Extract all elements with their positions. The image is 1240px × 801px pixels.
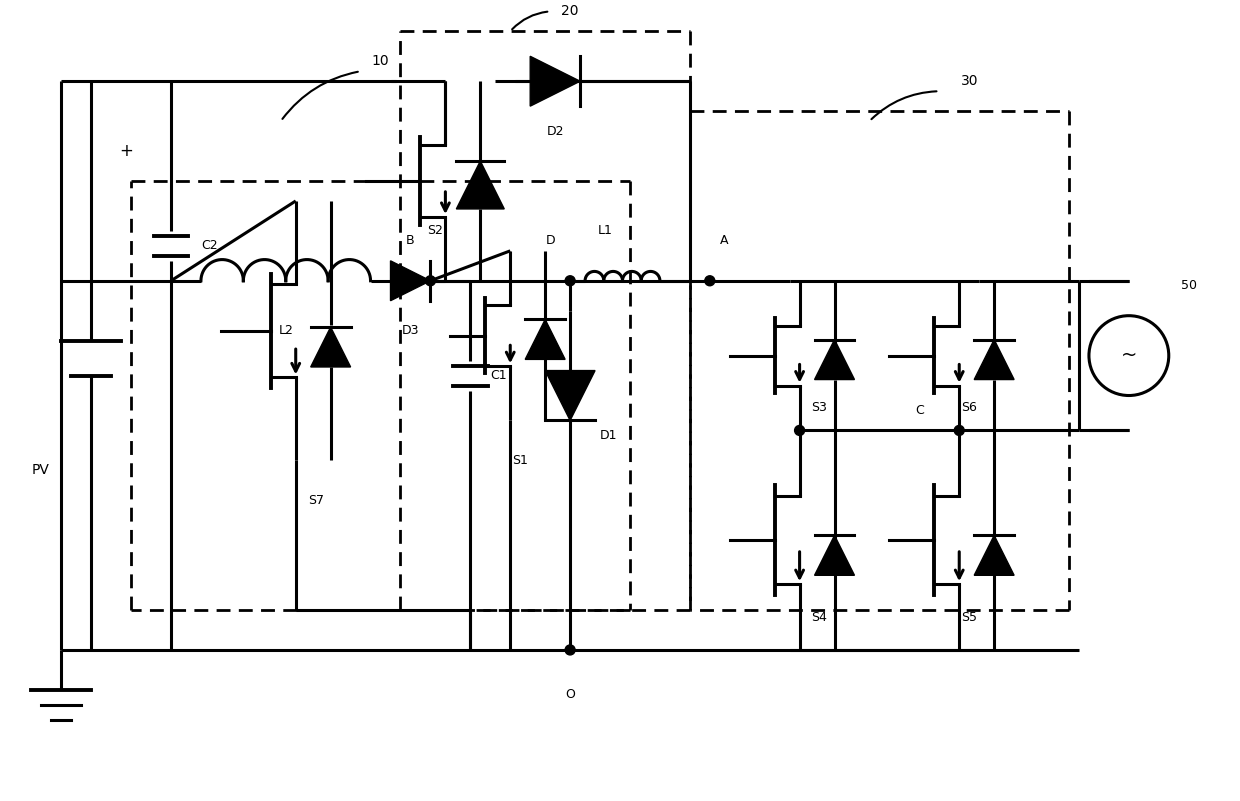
Circle shape <box>565 276 575 286</box>
Circle shape <box>704 276 714 286</box>
Text: S1: S1 <box>512 454 528 467</box>
Circle shape <box>425 276 435 286</box>
Text: S5: S5 <box>961 610 977 623</box>
Polygon shape <box>391 261 430 300</box>
Text: S4: S4 <box>812 610 827 623</box>
Text: 20: 20 <box>562 4 579 18</box>
Polygon shape <box>975 340 1014 380</box>
Text: D2: D2 <box>547 125 564 138</box>
Polygon shape <box>975 535 1014 575</box>
Text: PV: PV <box>31 463 50 477</box>
Text: D: D <box>546 235 556 248</box>
Text: S2: S2 <box>428 224 444 237</box>
Text: 30: 30 <box>961 74 978 88</box>
Polygon shape <box>815 535 854 575</box>
Text: C: C <box>915 404 924 417</box>
Text: O: O <box>565 688 575 702</box>
Polygon shape <box>456 161 505 209</box>
Text: B: B <box>407 235 415 248</box>
Polygon shape <box>311 327 351 367</box>
Text: +: + <box>119 142 133 160</box>
Text: C2: C2 <box>201 239 217 252</box>
Text: S3: S3 <box>812 401 827 414</box>
Text: C1: C1 <box>490 369 507 382</box>
Polygon shape <box>546 371 595 421</box>
Text: 50: 50 <box>1180 280 1197 292</box>
Circle shape <box>565 645 575 655</box>
Text: A: A <box>719 235 728 248</box>
Polygon shape <box>526 320 565 360</box>
Text: ~: ~ <box>1121 346 1137 365</box>
Text: D3: D3 <box>402 324 419 337</box>
Text: L2: L2 <box>278 324 293 337</box>
Circle shape <box>955 425 965 436</box>
Text: L1: L1 <box>598 224 613 237</box>
Polygon shape <box>531 56 580 107</box>
Circle shape <box>795 425 805 436</box>
Text: 10: 10 <box>372 54 389 68</box>
Text: S7: S7 <box>308 493 324 507</box>
Polygon shape <box>815 340 854 380</box>
Text: S6: S6 <box>961 401 977 414</box>
Text: D1: D1 <box>600 429 618 442</box>
